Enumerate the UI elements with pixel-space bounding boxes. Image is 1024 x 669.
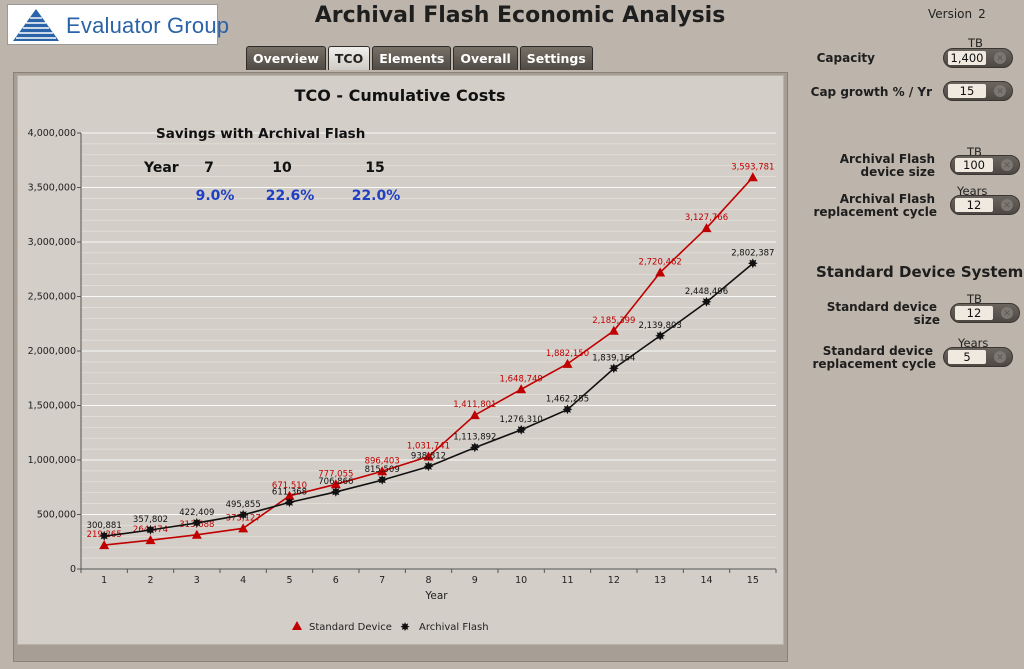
af-device-size-label-2: device size (860, 165, 935, 179)
tab-elements[interactable]: Elements (372, 46, 452, 70)
af-replacement-field[interactable]: 12 ✕ (950, 195, 1020, 215)
af-replacement-label-1: Archival Flash (839, 192, 935, 206)
std-replacement-value[interactable]: 5 (948, 350, 986, 364)
clear-std-replacement-icon[interactable]: ✕ (994, 351, 1006, 363)
tab-tco[interactable]: TCO (327, 46, 371, 70)
tab-overview[interactable]: Overview (246, 46, 326, 70)
af-device-size-field[interactable]: 100 ✕ (950, 155, 1020, 175)
std-device-size-field[interactable]: 12 ✕ (950, 303, 1020, 323)
version-display: Version 2 (928, 7, 986, 21)
std-device-size-unit: TB (967, 292, 982, 306)
evaluator-group-logo: Evaluator Group (7, 4, 229, 45)
clear-cap-growth-icon[interactable]: ✕ (994, 85, 1006, 97)
af-replacement-value[interactable]: 12 (955, 198, 993, 212)
std-device-size-label-1: Standard device (826, 300, 937, 314)
logo-text: Evaluator Group (66, 13, 230, 38)
app-title: Archival Flash Economic Analysis (314, 3, 726, 28)
af-replacement-label-2: replacement cycle (813, 205, 937, 219)
capacity-field[interactable]: 1,400 ✕ (943, 48, 1013, 68)
std-device-size-label-2: size (913, 313, 940, 327)
std-replacement-unit: Years (958, 336, 989, 350)
af-device-size-label-1: Archival Flash (839, 152, 935, 166)
std-replacement-label-1: Standard device (822, 344, 933, 358)
clear-af-replacement-icon[interactable]: ✕ (1001, 199, 1013, 211)
clear-capacity-icon[interactable]: ✕ (994, 52, 1006, 64)
cap-growth-label: Cap growth % / Yr (810, 85, 932, 99)
cap-growth-value[interactable]: 15 (948, 84, 986, 98)
tab-bar: Overview TCO Elements Overall Settings (246, 46, 595, 70)
tab-overall[interactable]: Overall (453, 46, 518, 70)
tab-settings[interactable]: Settings (519, 46, 593, 70)
capacity-value[interactable]: 1,400 (948, 51, 986, 65)
std-replacement-field[interactable]: 5 ✕ (943, 347, 1013, 367)
af-device-size-value[interactable]: 100 (955, 158, 993, 172)
capacity-label: Capacity (816, 51, 875, 65)
version-label: Version (928, 7, 973, 21)
std-replacement-label-2: replacement cycle (812, 357, 936, 371)
capacity-unit: TB (968, 36, 983, 50)
standard-device-system-heading: Standard Device System (816, 263, 1024, 281)
chart-area (17, 75, 784, 645)
pyramid-logo-icon (13, 9, 59, 41)
af-replacement-unit: Years (957, 184, 988, 198)
version-number: 2 (978, 7, 986, 21)
clear-std-device-size-icon[interactable]: ✕ (1001, 307, 1013, 319)
cap-growth-field[interactable]: 15 ✕ (943, 81, 1013, 101)
clear-af-device-size-icon[interactable]: ✕ (1001, 159, 1013, 171)
std-device-size-value[interactable]: 12 (955, 306, 993, 320)
